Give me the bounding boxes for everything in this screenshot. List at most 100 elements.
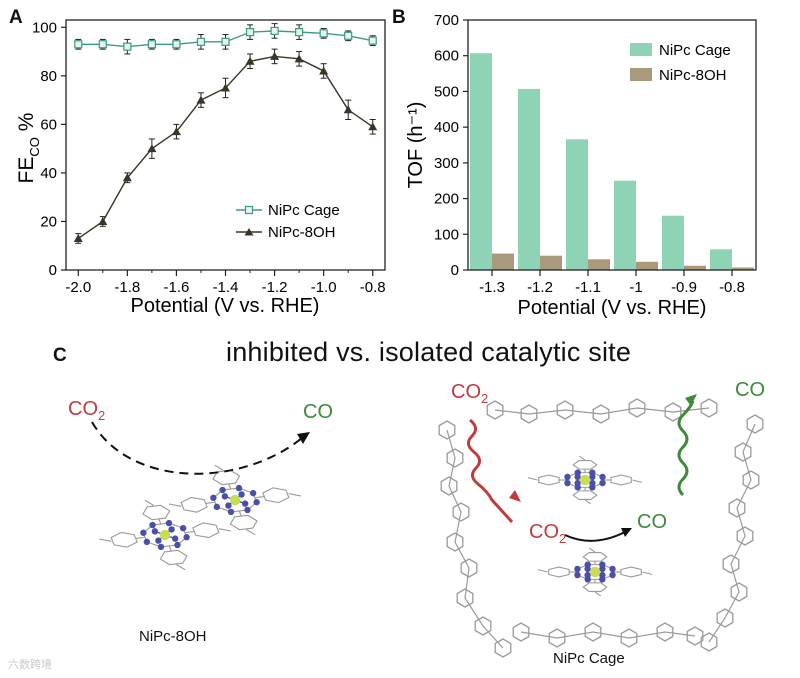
y-tick-label: 700: [434, 12, 459, 29]
data-point: [319, 29, 328, 38]
nitrogen-atom: [584, 571, 591, 579]
reaction-path-arrow: [91, 421, 303, 475]
substituent-bond: [578, 455, 586, 461]
nitrogen-atom: [609, 571, 616, 579]
co2-label: CO2: [68, 398, 105, 423]
right-caption: NiPc Cage: [553, 650, 625, 667]
nitrogen-atom: [574, 473, 581, 481]
cage-ring: [446, 532, 464, 552]
co2-mid-label: CO2: [529, 521, 566, 546]
cage-ring: [728, 498, 746, 518]
data-point: [295, 28, 304, 37]
nitrogen-atom: [143, 538, 151, 546]
cage-ring: [452, 502, 470, 522]
benzo-ring: [548, 566, 570, 578]
co2-inflow-wave: [467, 418, 514, 524]
data-point: [147, 144, 157, 153]
chart-b: -1.3 -1.2 -1.1 -1 -0.9 -0.8 0 100 200 300 400 500 60…: [405, 12, 757, 319]
x-axis-label: Potential (V vs. RHE): [518, 297, 707, 319]
cage-ring: [446, 448, 464, 468]
cage-ring: [686, 626, 704, 646]
cage-ring: [716, 608, 734, 628]
bar-nipc-8oh: [684, 265, 706, 270]
cage-ring: [512, 622, 530, 642]
cage-linker: [708, 423, 756, 643]
nitrogen-atom: [574, 565, 581, 573]
x-tick-label: -2.0: [65, 279, 91, 296]
nipc-8oh-molecule: [98, 464, 302, 571]
legend-swatch-cage: [630, 43, 652, 56]
benzo-ring: [192, 522, 220, 539]
nitrogen-atom: [589, 473, 596, 481]
bar-nipc-8oh: [636, 261, 658, 270]
legend: NiPc Cage NiPc-8OH: [236, 202, 340, 241]
series-nipc-8oh: [73, 48, 378, 244]
substituent-bond: [632, 479, 643, 483]
data-point: [294, 54, 304, 63]
substituent-bond: [288, 493, 302, 497]
benzo-ring: [610, 474, 632, 486]
y-tick-label: 200: [434, 191, 459, 208]
substituent-bond: [144, 499, 154, 506]
bar-nipc-8oh: [732, 267, 754, 270]
cage-ring: [556, 400, 574, 420]
data-point: [221, 37, 230, 46]
nitrogen-atom: [213, 503, 221, 511]
data-point: [221, 83, 230, 92]
data-point: [98, 40, 107, 49]
cage-ring: [736, 526, 754, 546]
nitrogen-atom: [157, 543, 165, 551]
legend-marker-8oh: [244, 228, 254, 236]
nitrogen-atom: [584, 565, 591, 573]
y-tick-label: 0: [49, 262, 57, 279]
data-point: [196, 95, 206, 104]
plot-frame: [467, 19, 757, 271]
bar-nipc-cage: [662, 215, 684, 270]
data-point: [270, 26, 279, 36]
co-top-label: CO: [735, 379, 765, 401]
cage-bottom-macrocycle: [537, 547, 653, 597]
data-point: [368, 36, 377, 45]
data-point: [270, 51, 280, 60]
benzo-ring: [620, 566, 642, 578]
substituent-bond: [214, 464, 224, 471]
bond: [205, 501, 215, 504]
bar-nipc-cage: [470, 53, 492, 270]
bond: [238, 511, 242, 517]
y-tick-label: 500: [434, 83, 459, 100]
nitrogen-atom: [574, 571, 581, 579]
substituent-bond: [594, 591, 602, 597]
cage-ring: [664, 402, 682, 422]
data-point: [343, 105, 353, 114]
panel-letter-b: B: [392, 7, 406, 28]
nitrogen-atom: [210, 494, 217, 501]
conversion-arrow: [564, 531, 626, 542]
benzo-ring: [582, 552, 608, 562]
data-point: [171, 127, 181, 136]
benzo-ring: [159, 549, 188, 566]
watermark: 六数跨境: [8, 659, 52, 671]
bond: [135, 536, 145, 539]
legend-marker-cage: [244, 205, 254, 215]
y-tick-label: 60: [40, 116, 57, 133]
cage-ring: [730, 582, 748, 602]
cage-ring: [486, 400, 504, 420]
cage-ring: [584, 622, 602, 642]
x-tick-label: -1.8: [114, 279, 140, 296]
nitrogen-atom: [589, 479, 596, 487]
substituent-bond: [176, 564, 186, 571]
cage-linker: [446, 429, 504, 649]
nitrogen-atom: [165, 519, 173, 527]
x-axis-label: Potential (V vs. RHE): [131, 295, 320, 317]
nitrogen-atom: [235, 484, 243, 492]
bond: [255, 496, 265, 499]
legend-swatch-8oh: [630, 68, 652, 81]
benzo-ring: [538, 474, 560, 486]
data-point: [98, 216, 108, 225]
data-point: [319, 66, 329, 75]
chart-a: -2.0 -1.8 -1.6 -1.4 -1.2 -1.0 -0.8 0 20 40 60 80 100…: [15, 19, 386, 317]
substituent-bond: [246, 529, 256, 536]
bar-nipc-cage: [710, 249, 732, 270]
y-tick-label: 40: [40, 165, 57, 182]
nickel-atom: [159, 529, 171, 541]
